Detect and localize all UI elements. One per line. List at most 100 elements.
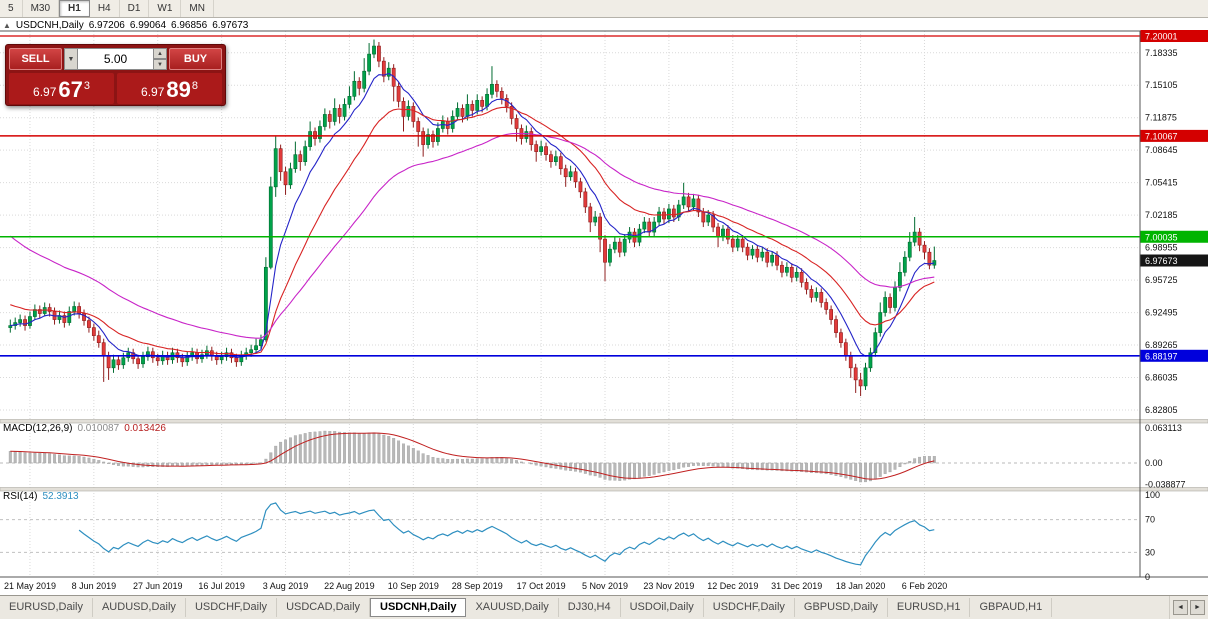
svg-text:7.00035: 7.00035 — [1145, 232, 1178, 242]
ohlc-low: 6.96856 — [171, 20, 208, 31]
svg-text:6.86035: 6.86035 — [1145, 373, 1178, 383]
svg-text:7.05415: 7.05415 — [1145, 178, 1178, 188]
svg-text:21 May 2019: 21 May 2019 — [4, 581, 56, 591]
svg-text:5 Nov 2019: 5 Nov 2019 — [582, 581, 628, 591]
macd-pane — [0, 430, 1140, 483]
svg-text:22 Aug 2019: 22 Aug 2019 — [324, 581, 375, 591]
svg-text:23 Nov 2019: 23 Nov 2019 — [643, 581, 694, 591]
svg-text:6.97673: 6.97673 — [1145, 256, 1178, 266]
svg-text:100: 100 — [1145, 490, 1160, 500]
buy-price-prefix: 6.97 — [141, 85, 165, 99]
svg-text:27 Jun 2019: 27 Jun 2019 — [133, 581, 183, 591]
chart-canvas[interactable]: 7.18335 7.15105 7.11875 7.08645 7.05415 7.021… — [0, 18, 1208, 595]
svg-text:31 Dec 2019: 31 Dec 2019 — [771, 581, 822, 591]
horizontal-price-lines[interactable] — [0, 35, 1140, 357]
svg-text:6 Feb 2020: 6 Feb 2020 — [902, 581, 948, 591]
chart-tab-audusd-daily[interactable]: AUDUSD,Daily — [93, 598, 186, 617]
chart-tab-eurusd-daily[interactable]: EURUSD,Daily — [0, 598, 93, 617]
sell-price-display[interactable]: 6.97 67 3 — [9, 73, 114, 104]
buy-button[interactable]: BUY — [169, 48, 222, 70]
moving-averages-layer — [9, 72, 935, 359]
svg-text:0.063113: 0.063113 — [1145, 423, 1182, 433]
date-axis[interactable]: 21 May 2019 8 Jun 2019 27 Jun 2019 16 Jul 2… — [4, 581, 947, 591]
svg-text:7.18335: 7.18335 — [1145, 48, 1178, 58]
svg-text:7.11875: 7.11875 — [1145, 113, 1177, 123]
ohlc-high: 6.99064 — [129, 20, 167, 31]
sell-price-big: 67 — [58, 77, 83, 103]
timeframe-button-mn[interactable]: MN — [181, 0, 214, 17]
rsi-value: 52.3913 — [42, 491, 79, 502]
chart-area[interactable]: 7.18335 7.15105 7.11875 7.08645 7.05415 7.021… — [0, 18, 1208, 595]
svg-text:0: 0 — [1145, 572, 1150, 582]
tabs-scroll-right-icon[interactable]: ► — [1190, 600, 1205, 615]
svg-text:6.95725: 6.95725 — [1145, 275, 1178, 285]
svg-text:6.88197: 6.88197 — [1145, 351, 1178, 361]
sell-price-pip: 3 — [83, 80, 90, 92]
price-axis: 7.18335 7.15105 7.11875 7.08645 7.05415 7.021… — [1145, 48, 1186, 582]
tab-scroll-controls: ◄ ► — [1169, 596, 1208, 619]
svg-text:7.10067: 7.10067 — [1145, 131, 1178, 141]
chart-tab-eurusd-h1[interactable]: EURUSD,H1 — [888, 598, 971, 617]
chart-tab-dj30-h4[interactable]: DJ30,H4 — [559, 598, 621, 617]
svg-text:6.98955: 6.98955 — [1145, 243, 1178, 253]
svg-text:17 Oct 2019: 17 Oct 2019 — [517, 581, 566, 591]
macd-indicator-header: MACD(12,26,9) 0.010087 0.013426 — [3, 423, 171, 434]
price-up-arrow-icon: ▲ — [3, 21, 11, 30]
chart-tab-usdcnh-daily[interactable]: USDCNH,Daily — [370, 598, 467, 617]
chart-tab-gbpusd-daily[interactable]: GBPUSD,Daily — [795, 598, 888, 617]
svg-text:30: 30 — [1145, 547, 1155, 557]
one-click-trading-panel: SELL ▼ ▲ ▼ BUY 6.97 67 3 6 — [5, 44, 226, 106]
svg-text:6.89265: 6.89265 — [1145, 340, 1178, 350]
chart-tab-usdoil-daily[interactable]: USDOil,Daily — [621, 598, 704, 617]
rsi-label: RSI(14) — [3, 491, 38, 502]
chart-tab-usdchf-daily[interactable]: USDCHF,Daily — [186, 598, 278, 617]
chart-tab-usdcad-daily[interactable]: USDCAD,Daily — [277, 598, 371, 617]
chart-tab-usdchf-daily[interactable]: USDCHF,Daily — [704, 598, 795, 617]
svg-text:7.08645: 7.08645 — [1145, 145, 1178, 155]
svg-text:6.82805: 6.82805 — [1145, 405, 1178, 415]
svg-text:10 Sep 2019: 10 Sep 2019 — [388, 581, 439, 591]
timeframe-button-d1[interactable]: D1 — [120, 0, 150, 17]
svg-text:8 Jun 2019: 8 Jun 2019 — [72, 581, 117, 591]
rsi-pane — [0, 502, 1140, 566]
volume-spinner: ▲ ▼ — [153, 48, 167, 70]
svg-text:28 Sep 2019: 28 Sep 2019 — [452, 581, 503, 591]
sell-price-prefix: 6.97 — [33, 85, 57, 99]
timeframe-button-h1[interactable]: H1 — [59, 0, 90, 17]
volume-control: ▼ ▲ ▼ — [64, 48, 167, 70]
svg-text:7.20001: 7.20001 — [1145, 32, 1178, 42]
timeframe-button-h4[interactable]: H4 — [90, 0, 120, 17]
buy-price-pip: 8 — [191, 80, 198, 92]
chart-borders — [0, 30, 1208, 578]
svg-text:18 Jan 2020: 18 Jan 2020 — [836, 581, 886, 591]
volume-input[interactable] — [78, 48, 153, 70]
timeframe-toolbar: 5 M30 H1 H4 D1 W1 MN — [0, 0, 1208, 18]
svg-text:6.92495: 6.92495 — [1145, 308, 1178, 318]
price-badges[interactable]: 7.20001 7.10067 7.00035 6.88197 6.97673 — [1140, 30, 1208, 362]
chart-tab-xauusd-daily[interactable]: XAUUSD,Daily — [466, 598, 559, 617]
macd-value: 0.010087 — [77, 423, 120, 434]
grid-layer — [0, 31, 1140, 577]
svg-text:3 Aug 2019: 3 Aug 2019 — [263, 581, 309, 591]
svg-text:16 Jul 2019: 16 Jul 2019 — [198, 581, 245, 591]
chart-ohlc-header: ▲ USDCNH,Daily 6.97206 6.99064 6.96856 6.9767… — [3, 20, 253, 31]
chart-tab-bar: EURUSD,Daily AUDUSD,Daily USDCHF,Daily USDC… — [0, 595, 1208, 619]
sell-button[interactable]: SELL — [9, 48, 62, 70]
volume-dropdown-icon[interactable]: ▼ — [64, 48, 78, 70]
svg-text:0.00: 0.00 — [1145, 458, 1163, 468]
buy-price-big: 89 — [166, 77, 191, 103]
timeframe-button-w1[interactable]: W1 — [149, 0, 182, 17]
volume-decrease-icon[interactable]: ▼ — [153, 59, 167, 70]
tabs-scroll-left-icon[interactable]: ◄ — [1173, 600, 1188, 615]
pane-separators[interactable] — [0, 419, 1208, 492]
svg-text:7.02185: 7.02185 — [1145, 210, 1178, 220]
svg-text:-0.038877: -0.038877 — [1145, 480, 1186, 490]
volume-increase-icon[interactable]: ▲ — [153, 48, 167, 59]
timeframe-button-m30[interactable]: M30 — [23, 0, 60, 17]
chart-tab-gbpaud-h1[interactable]: GBPAUD,H1 — [970, 598, 1053, 617]
timeframe-button-5[interactable]: 5 — [0, 0, 23, 17]
buy-price-display[interactable]: 6.97 89 8 — [117, 73, 222, 104]
candles-layer[interactable] — [8, 39, 937, 397]
rsi-indicator-header: RSI(14) 52.3913 — [3, 491, 84, 502]
